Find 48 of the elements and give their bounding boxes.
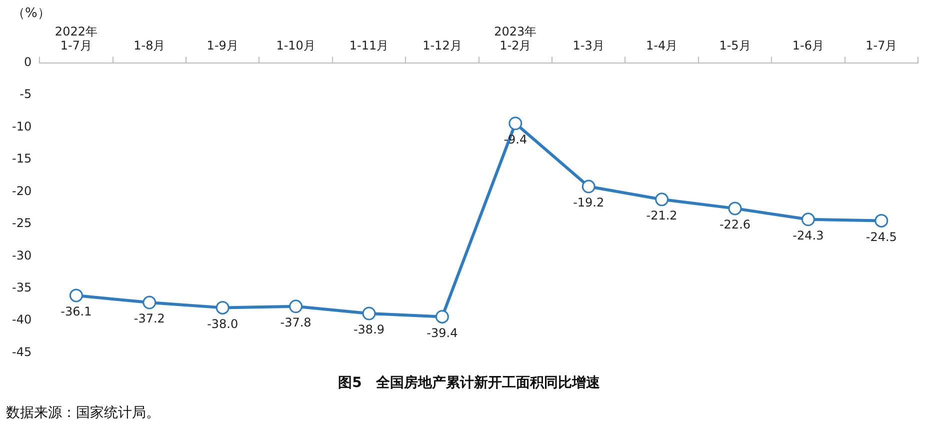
data-label: -38.0 (207, 316, 238, 331)
point (728, 202, 742, 216)
x-tick-label: 1-12月 (422, 38, 462, 53)
y-tick-label: -25 (12, 216, 32, 230)
x-tick-label: 1-11月 (349, 38, 389, 53)
data-label: -24.3 (792, 228, 824, 243)
point (142, 296, 156, 310)
point (216, 300, 230, 314)
data-label: -38.9 (353, 322, 385, 337)
y-tick-label: -15 (12, 152, 32, 166)
x-tick-label: 1-7月 (866, 38, 898, 53)
data-label: -39.4 (426, 326, 458, 340)
point (508, 116, 522, 130)
point (874, 214, 888, 228)
y-tick-label: -20 (12, 184, 32, 198)
data-label: -21.2 (646, 208, 678, 223)
y-tick-label: 0 (24, 54, 32, 69)
x-tick-label: 1-5月 (719, 38, 751, 53)
x-tick-label: 1-4月 (646, 38, 678, 53)
y-tick-label: -40 (12, 312, 32, 327)
x-tick-label: 2022年 1-7月 (54, 24, 98, 53)
point (655, 192, 669, 206)
data-label: -37.2 (134, 312, 165, 326)
x-tick-label: 1-8月 (134, 38, 166, 53)
x-tick-label: 2023年 1-2月 (494, 24, 537, 53)
data-label: -19.2 (573, 196, 604, 210)
y-tick-label: -45 (12, 344, 32, 359)
data-label: -36.1 (60, 304, 92, 319)
data-label: -22.6 (719, 218, 751, 232)
point (582, 180, 596, 194)
y-tick-label: -30 (12, 248, 32, 262)
data-label: -24.5 (866, 230, 897, 244)
source-note: 数据来源：国家统计局。 (6, 404, 160, 422)
y-tick-label: -35 (12, 280, 32, 294)
data-label: -37.8 (280, 316, 312, 330)
x-tick-label: 1-10月 (276, 38, 316, 53)
x-tick-label: 1-6月 (792, 38, 824, 53)
x-tick-label: 1-9月 (206, 38, 238, 53)
y-axis-title: （%） (12, 5, 50, 22)
point (435, 310, 449, 324)
point (69, 288, 83, 302)
point (362, 306, 376, 320)
x-tick-label: 1-3月 (572, 38, 604, 53)
y-tick-label: -5 (20, 87, 32, 102)
point (289, 300, 303, 314)
text: 图5 全国房地产累计新开工面积同比增速 (337, 374, 601, 392)
point (801, 212, 815, 226)
y-tick-label: -10 (12, 119, 32, 134)
